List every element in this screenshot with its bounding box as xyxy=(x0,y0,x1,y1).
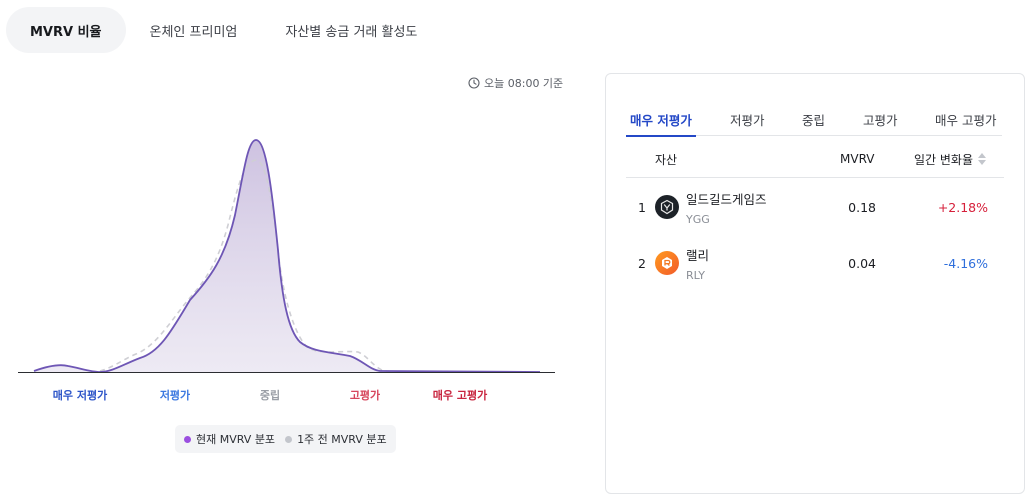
tab-very-overvalued[interactable]: 매우 고평가 xyxy=(935,112,997,128)
row-mvrv: 0.18 xyxy=(848,199,876,215)
tab-mvrv-ratio[interactable]: MVRV 비율 xyxy=(6,7,126,53)
row-asset: 일드길드게임즈 YGG xyxy=(655,178,767,236)
legend-item-current: 현재 MVRV 분포 xyxy=(184,431,275,447)
asset-name: 랠리 xyxy=(686,247,710,263)
table-row[interactable]: 2 랠리 RLY 0.04 -4.16% xyxy=(626,234,1004,292)
tab-neutral[interactable]: 중립 xyxy=(802,112,826,128)
row-rank: 1 xyxy=(638,199,646,215)
row-asset: 랠리 RLY xyxy=(655,234,709,292)
category-label-very-overvalued: 매우 고평가 xyxy=(432,389,488,402)
asset-symbol: YGG xyxy=(686,212,710,226)
tab-overvalued[interactable]: 고평가 xyxy=(863,112,898,128)
row-rank: 2 xyxy=(638,255,646,271)
asset-ranking-panel: 매우 저평가 저평가 중립 고평가 매우 고평가 자산 MVRV 일간 변화율 … xyxy=(605,73,1025,494)
legend-label-prior-week: 1주 전 MVRV 분포 xyxy=(297,433,387,446)
mvrv-distribution-chart xyxy=(18,139,555,373)
column-header-daily-change[interactable]: 일간 변화율 xyxy=(914,140,987,178)
column-header-daily-change-label: 일간 변화율 xyxy=(914,152,974,167)
row-daily-change: +2.18% xyxy=(937,199,988,215)
category-label-neutral: 중립 xyxy=(259,389,281,402)
clock-icon xyxy=(468,77,480,89)
legend-dot-prior-week xyxy=(285,435,293,443)
rly-logo-icon xyxy=(655,251,679,275)
tab-transfer-activity[interactable]: 자산별 송금 거래 활성도 xyxy=(285,24,418,40)
table-header: 자산 MVRV 일간 변화율 xyxy=(626,140,1004,178)
category-label-overvalued: 고평가 xyxy=(349,389,381,402)
category-label-very-undervalued: 매우 저평가 xyxy=(52,389,108,402)
sort-icon[interactable] xyxy=(978,153,987,165)
column-header-mvrv: MVRV xyxy=(840,152,875,166)
current-distribution-line xyxy=(33,139,541,373)
column-header-asset: 자산 xyxy=(655,152,678,167)
chart-legend: 현재 MVRV 분포 1주 전 MVRV 분포 xyxy=(175,425,396,453)
tab-very-undervalued[interactable]: 매우 저평가 xyxy=(626,102,696,137)
as-of-text: 오늘 08:00 기준 xyxy=(484,77,564,90)
ygg-logo-icon xyxy=(655,195,679,219)
row-daily-change: -4.16% xyxy=(943,255,988,271)
category-label-undervalued: 저평가 xyxy=(159,389,191,402)
asset-name: 일드길드게임즈 xyxy=(686,191,767,207)
legend-dot-current xyxy=(184,435,191,443)
tab-onchain-premium[interactable]: 온체인 프리미엄 xyxy=(149,24,238,40)
valuation-tab-bar: 매우 저평가 저평가 중립 고평가 매우 고평가 xyxy=(626,102,1002,137)
row-mvrv: 0.04 xyxy=(848,255,876,271)
current-distribution-area xyxy=(34,140,540,372)
legend-label-current: 현재 MVRV 분포 xyxy=(196,433,276,446)
table-row[interactable]: 1 일드길드게임즈 YGG 0.18 +2.18% xyxy=(626,178,1004,236)
asset-symbol: RLY xyxy=(686,268,706,282)
tab-undervalued[interactable]: 저평가 xyxy=(730,112,765,128)
tab-bar: MVRV 비율 온체인 프리미엄 자산별 송금 거래 활성도 xyxy=(6,7,441,53)
as-of-timestamp: 오늘 08:00 기준 xyxy=(468,75,563,91)
legend-item-prior-week: 1주 전 MVRV 분포 xyxy=(285,431,387,447)
